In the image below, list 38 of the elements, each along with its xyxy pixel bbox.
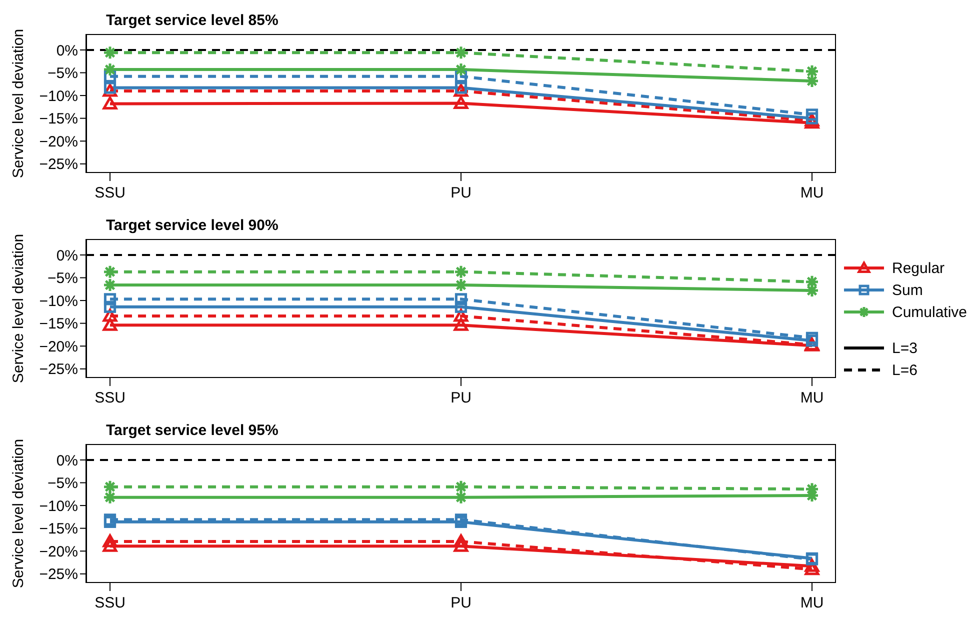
y-tick-label: −5% — [48, 65, 78, 82]
y-tick-label: 0% — [56, 42, 78, 60]
x-tick-label: SSU — [94, 390, 126, 407]
y-tick-label: −10% — [39, 292, 78, 310]
legend-label: Sum — [892, 282, 923, 298]
y-tick-label: 0% — [56, 452, 78, 470]
y-tick-label: −20% — [39, 338, 78, 356]
y-tick-label: −15% — [39, 110, 78, 128]
text: L=6 — [892, 362, 918, 378]
text: L=3 — [892, 340, 918, 356]
y-tick-label: −15% — [39, 520, 78, 538]
chart-title: Target service level 90% — [106, 217, 278, 234]
y-tick-label: −25% — [39, 156, 78, 174]
y-tick-label: −10% — [39, 88, 78, 105]
chart-title: Target service level 95% — [106, 422, 278, 439]
y-tick-label: 0% — [56, 247, 78, 264]
x-tick-label: MU — [800, 594, 824, 612]
y-tick-label: −25% — [39, 361, 78, 378]
y-tick-label: −5% — [48, 270, 78, 288]
y-axis-title: Service level deviation — [10, 438, 28, 588]
legend-label: Regular — [892, 260, 945, 276]
x-tick-label: MU — [800, 390, 824, 407]
x-tick-label: PU — [450, 184, 472, 202]
y-tick-label: −15% — [39, 316, 78, 333]
x-tick-label: MU — [800, 184, 824, 202]
x-tick-label: PU — [450, 594, 472, 612]
legend-label: Cumulative — [892, 304, 968, 320]
x-tick-label: PU — [450, 390, 472, 407]
y-axis-title: Service level deviation — [10, 234, 28, 384]
y-tick-label: −25% — [39, 566, 78, 584]
y-tick-label: −20% — [39, 543, 78, 560]
chart-title: Target service level 85% — [106, 12, 278, 29]
x-tick-label: SSU — [94, 184, 126, 202]
y-tick-label: −20% — [39, 133, 78, 150]
y-tick-label: −10% — [39, 498, 78, 515]
y-axis-title: Service level deviation — [10, 28, 28, 178]
x-tick-label: SSU — [94, 594, 126, 612]
y-tick-label: −5% — [48, 475, 78, 492]
